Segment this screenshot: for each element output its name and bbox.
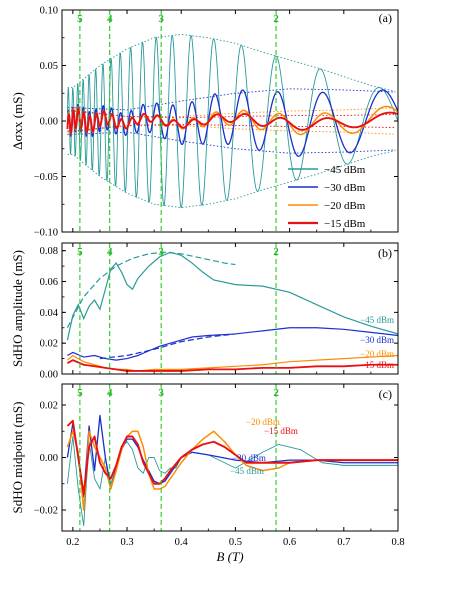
legend-label: −45 dBm xyxy=(324,164,366,176)
y-tick-label: 0.05 xyxy=(40,61,58,72)
x-tick-label: 0.8 xyxy=(391,537,404,548)
panel-tag: (c) xyxy=(379,387,392,401)
series-label: −30 dBm xyxy=(360,335,394,345)
legend-label: −15 dBm xyxy=(324,218,366,230)
series-line xyxy=(67,327,398,361)
envelope-lower xyxy=(67,124,396,135)
y-tick-label: 0.02 xyxy=(40,339,58,350)
y-tick-label: 0.02 xyxy=(40,401,58,412)
filling-factor-label: 3 xyxy=(158,13,164,25)
series-label: −20 dBm xyxy=(360,349,394,359)
envelope-upper xyxy=(67,110,396,119)
y-tick-label: −0.10 xyxy=(34,228,58,239)
series-line xyxy=(66,436,398,527)
x-axis-label: B (T) xyxy=(216,549,243,564)
filling-factor-label: 2 xyxy=(273,13,279,25)
panel-b: 5 4 3 2 0.08 0.06 0.04 0.02 0.00 SdHO amplitude (… xyxy=(10,242,399,381)
x-tick-label: 0.3 xyxy=(120,537,133,548)
legend: −45 dBm −30 dBm −20 dBm −15 dBm xyxy=(288,164,366,230)
y-axis-label: SdHO amplitude (mS) xyxy=(10,250,25,367)
fit-line xyxy=(99,333,236,360)
filling-factor-label: 5 xyxy=(77,246,83,258)
panel-tag: (a) xyxy=(379,11,392,25)
filling-factor-label: 3 xyxy=(158,246,164,258)
filling-factor-label: 4 xyxy=(107,13,113,25)
filling-factor-label: 5 xyxy=(77,13,83,25)
x-tick-label: 0.4 xyxy=(175,537,189,548)
y-tick-label: 0.08 xyxy=(40,246,58,257)
filling-factor-label: 4 xyxy=(107,246,113,258)
x-tick-label: 0.2 xyxy=(66,537,79,548)
envelope-lower xyxy=(67,150,396,209)
series-line xyxy=(66,34,398,209)
series-label: −45 dBm xyxy=(230,466,264,476)
y-tick-label: 0.00 xyxy=(40,370,58,381)
x-tick-label: 0.6 xyxy=(283,537,296,548)
series-line xyxy=(66,251,398,341)
series-line xyxy=(66,359,398,372)
series-line xyxy=(66,419,398,496)
envelope-lower xyxy=(67,131,396,154)
filling-factor-label: 2 xyxy=(273,387,279,399)
y-tick-label: −0.02 xyxy=(34,506,58,517)
panel-c: 5 4 3 2 0.02 0.00 −0.02 SdHO midpoint (mS) (c) 0.… xyxy=(10,383,405,564)
legend-label: −30 dBm xyxy=(324,182,366,194)
panel-a: 5 4 3 2 0.10 0.05 0.00 −0.05 −0.10 Δσxx (mS) (a) −4… xyxy=(10,6,399,239)
y-axis-label: Δσxx (mS) xyxy=(10,92,25,150)
plot-frame xyxy=(61,383,399,532)
envelope-upper xyxy=(67,88,396,111)
envelope-upper xyxy=(67,33,396,92)
panel-tag: (b) xyxy=(378,246,392,260)
plot-area: 5 4 3 2 xyxy=(66,10,398,232)
filling-factor-label: 5 xyxy=(77,387,83,399)
plot-frame xyxy=(61,242,399,375)
y-tick-label: 0.04 xyxy=(40,308,59,319)
envelope-upper xyxy=(67,107,396,118)
plot-frame xyxy=(61,9,399,233)
y-tick-label: −0.05 xyxy=(34,172,58,183)
filling-factor-label: 4 xyxy=(107,387,113,399)
filling-factor-label: 3 xyxy=(158,387,164,399)
y-axis-label: SdHO midpoint (mS) xyxy=(10,402,25,514)
plot-area: 5 4 3 2 xyxy=(66,384,398,531)
fit-line xyxy=(66,251,236,329)
series-label: −15 dBm xyxy=(360,360,394,370)
series-line xyxy=(67,354,398,372)
legend-label: −20 dBm xyxy=(324,200,366,212)
series-label: −30 dBm xyxy=(232,453,266,463)
series-line xyxy=(66,106,398,136)
y-tick-label: 0.06 xyxy=(40,277,58,288)
filling-factor-label: 2 xyxy=(273,246,279,258)
y-tick-label: 0.00 xyxy=(40,117,58,128)
y-tick-label: 0.00 xyxy=(40,453,58,464)
series-label: −15 dBm xyxy=(264,426,298,436)
series-label: −45 dBm xyxy=(360,315,394,325)
plot-area: 5 4 3 2 xyxy=(66,243,398,374)
y-tick-label: 0.10 xyxy=(40,6,58,17)
x-tick-label: 0.5 xyxy=(229,537,242,548)
series-label: −20 dBm xyxy=(246,417,280,427)
x-tick-label: 0.7 xyxy=(337,537,350,548)
